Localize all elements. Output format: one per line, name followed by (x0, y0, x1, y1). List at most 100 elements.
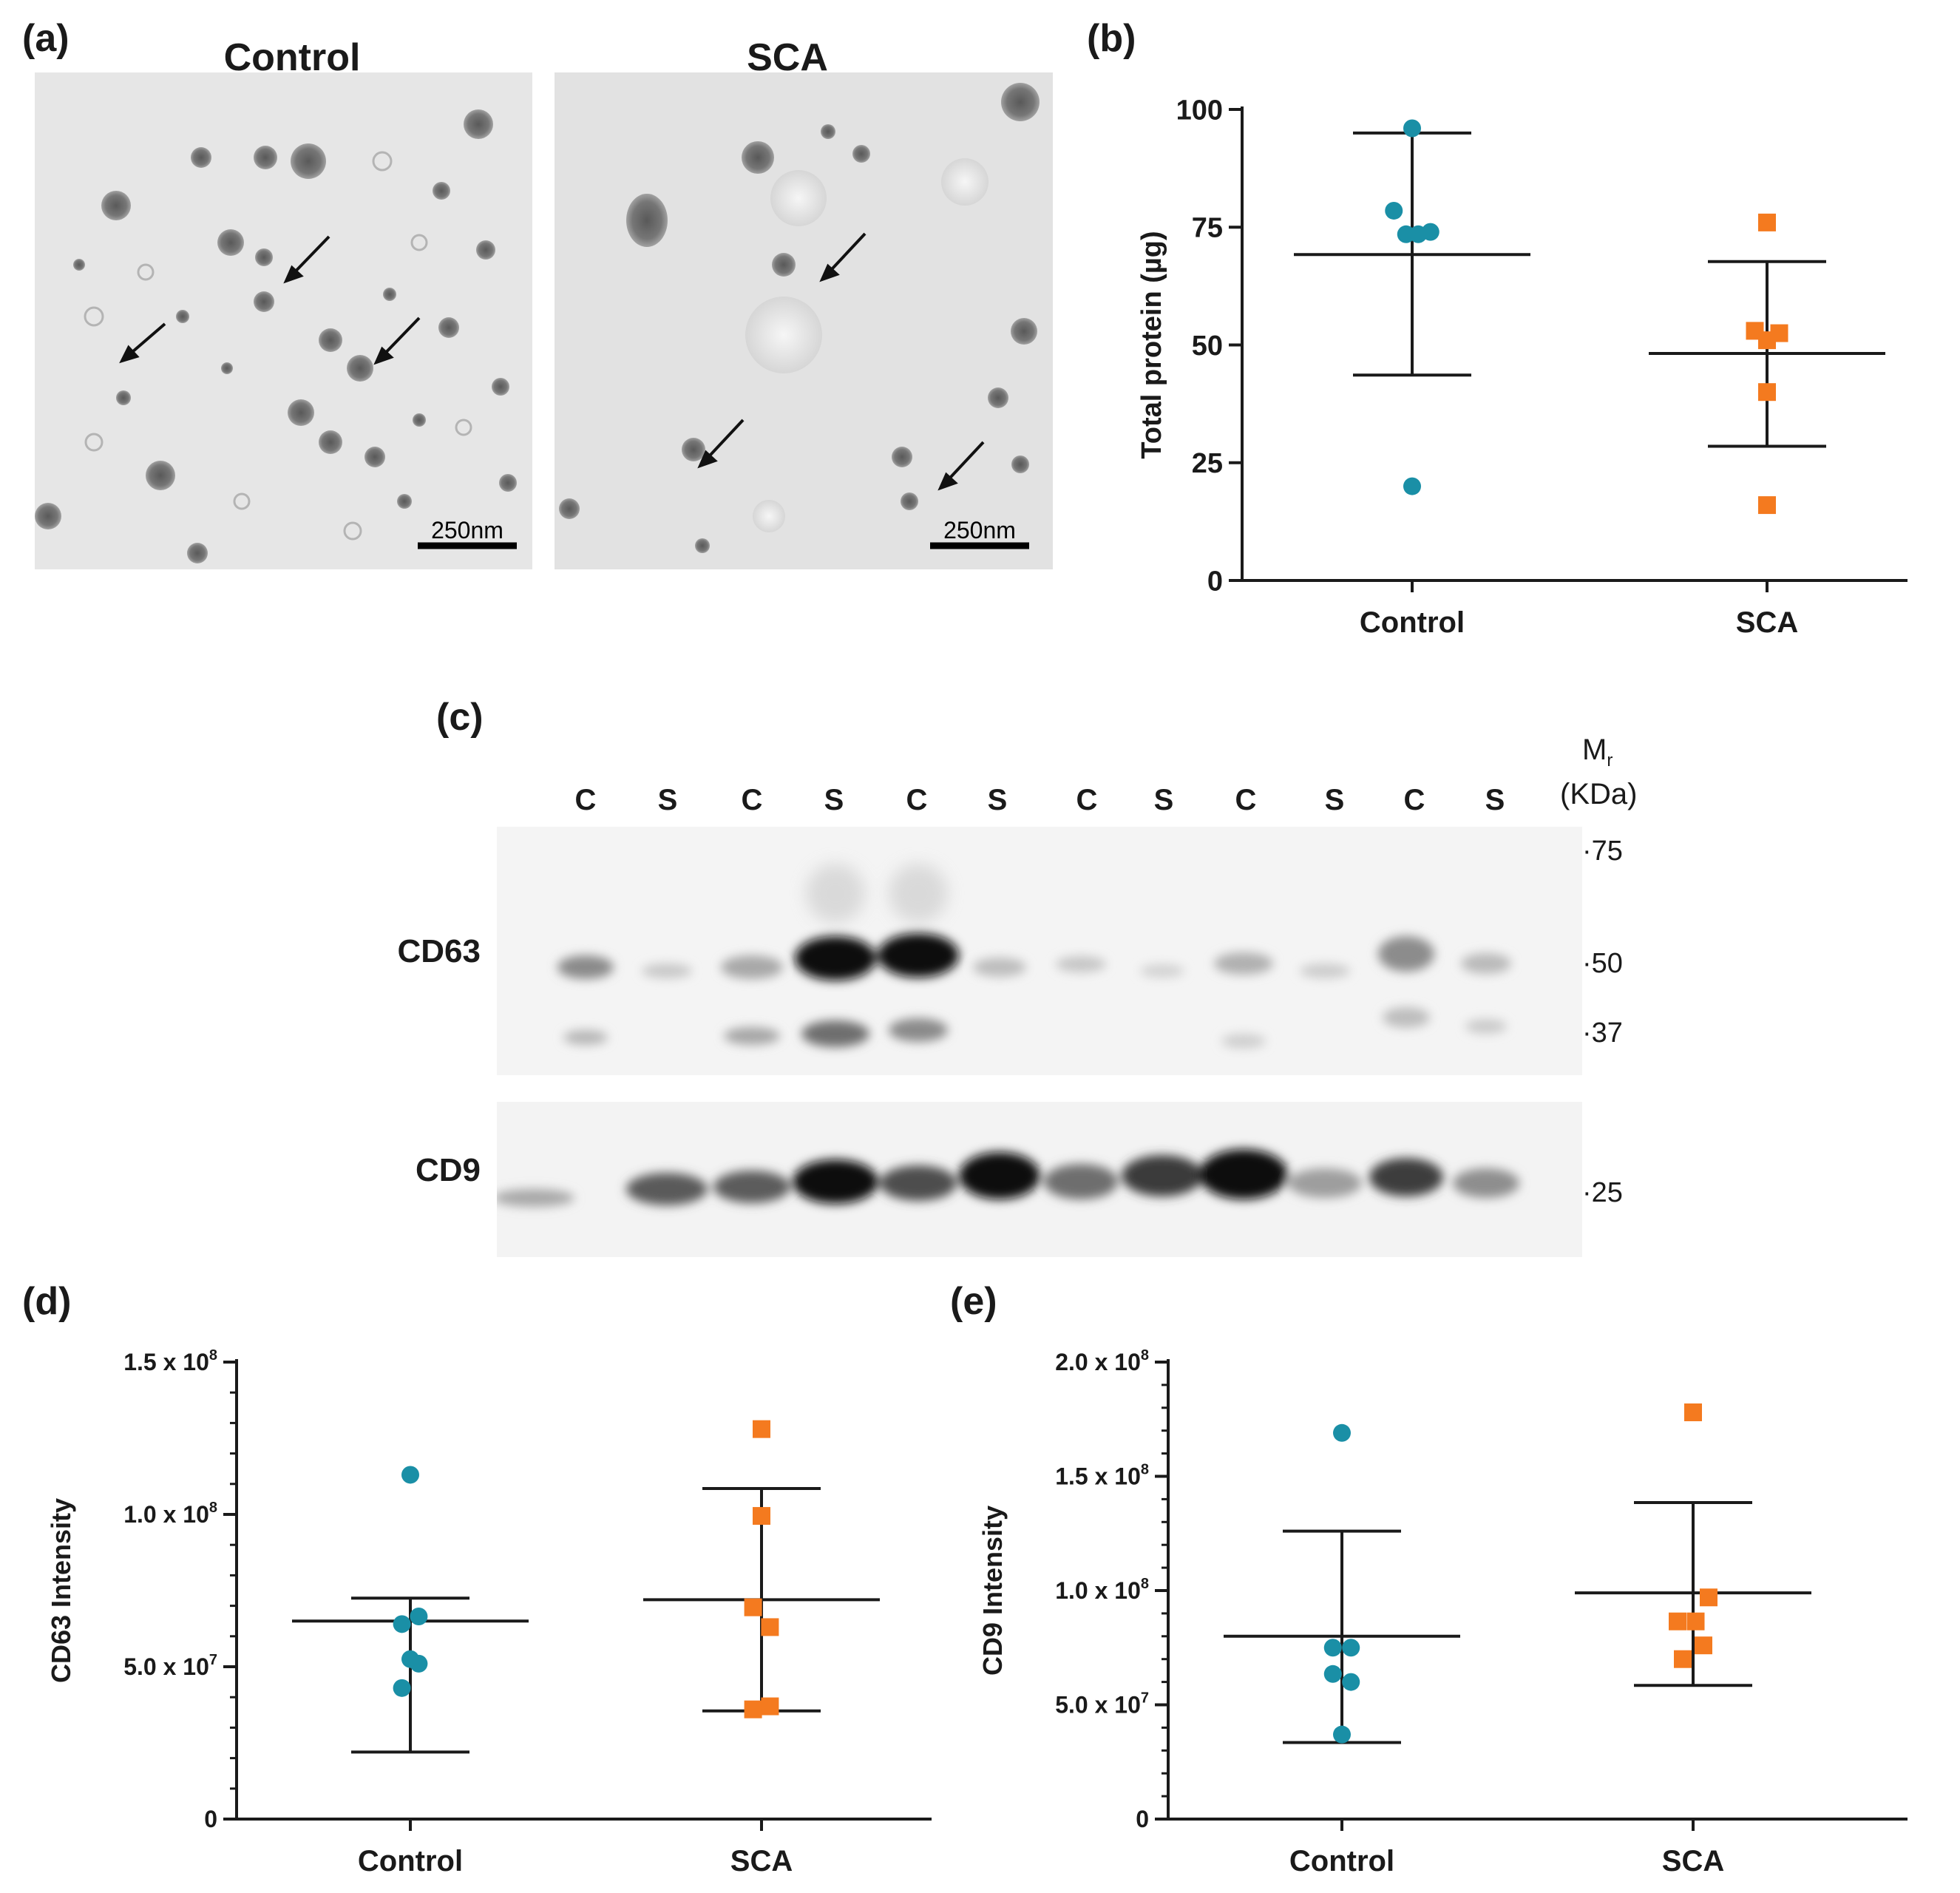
data-point-control (1397, 225, 1415, 243)
bright-vesicles (745, 158, 989, 532)
em-title-sca: SCA (747, 36, 828, 79)
y-tick-exponent: 7 (1141, 1690, 1149, 1706)
data-point-control (393, 1679, 411, 1697)
y-tick-label: 100 (1176, 95, 1223, 126)
y-tick-label: 5.0 x 107 (1055, 1690, 1149, 1718)
panel-c-letter: (c) (436, 696, 484, 739)
data-point-sca (1758, 383, 1776, 402)
y-tick-exponent: 7 (209, 1652, 217, 1668)
y-tick-label: 50 (1192, 331, 1223, 362)
cd63-bands (557, 933, 1511, 1049)
scale-bar-label: 250nm (943, 517, 1016, 543)
light-vesicles (84, 151, 472, 541)
marker-50: ·50 (1582, 948, 1623, 979)
x-tick-label: Control (1360, 606, 1465, 639)
lane-label: S (1485, 784, 1505, 816)
data-point-control (1342, 1639, 1360, 1657)
y-tick-label: 0 (204, 1806, 217, 1832)
lane-label: C (741, 784, 763, 816)
arrows (697, 232, 985, 491)
data-point-sca (1684, 1403, 1702, 1421)
y-tick-exponent: 8 (1141, 1576, 1149, 1592)
lane-label: C (1235, 784, 1257, 816)
data-point-sca (1758, 496, 1776, 515)
data-point-control (1421, 223, 1440, 241)
y-tick-label: 1.5 x 108 (123, 1347, 217, 1375)
data-point-sca (1695, 1636, 1712, 1655)
data-point-sca (761, 1618, 779, 1636)
data-point-control (1323, 1639, 1342, 1657)
lane-label: C (906, 784, 928, 816)
y-tick-label: 25 (1192, 448, 1223, 479)
panel-a-letter: (a) (22, 17, 69, 60)
blot-label-cd9: CD9 (415, 1152, 481, 1188)
data-point-control (1342, 1673, 1360, 1691)
data-point-control (1403, 119, 1421, 138)
data-point-sca (1686, 1612, 1705, 1630)
panel-d-letter: (d) (22, 1280, 72, 1323)
lane-label: C (1076, 784, 1098, 816)
marker-25: ·25 (1582, 1177, 1623, 1208)
data-point-sca (753, 1507, 770, 1525)
chart-cd63-intensity: 0 5.0 x 107 1.0 x 108 1.5 x 108 CD63 Intensi… (46, 1347, 932, 1877)
y-tick-label: 0 (1136, 1806, 1149, 1832)
data-point-control (410, 1608, 428, 1626)
lane-label: S (824, 784, 844, 816)
data-point-control (401, 1466, 419, 1484)
data-point-sca (1758, 213, 1776, 231)
y-axis-label: CD63 Intensity (46, 1498, 76, 1683)
em-image-control-canvas: 250nm (35, 72, 532, 569)
em-image-control: 250nm (35, 72, 532, 569)
em-image-sca-canvas: 250nm (555, 72, 1053, 569)
lane-labels: C S C S C S C S C S C S (0, 784, 1960, 828)
data-point-control (1385, 201, 1403, 220)
em-image-sca: 250nm (555, 72, 1053, 569)
data-point-sca (1674, 1650, 1692, 1668)
panel-b-letter: (b) (1087, 17, 1136, 60)
y-tick-label: 1.0 x 108 (123, 1500, 217, 1528)
lane-label: S (1153, 784, 1174, 816)
scale-bar-label: 250nm (431, 517, 503, 543)
arrows (119, 235, 421, 365)
lane-label: S (987, 784, 1008, 816)
panel-e-letter: (e) (950, 1280, 997, 1323)
y-tick-label: 1.0 x 108 (1055, 1576, 1149, 1604)
y-tick-exponent: 8 (1141, 1461, 1149, 1477)
blot-label-cd63: CD63 (397, 933, 481, 969)
lane-label: S (1324, 784, 1345, 816)
mr-letter: M (1582, 734, 1607, 766)
data-point-control (1403, 477, 1421, 495)
lane-label: S (657, 784, 678, 816)
marker-37: ·37 (1582, 1017, 1623, 1049)
y-tick-label: 2.0 x 108 (1055, 1347, 1149, 1375)
mr-unit-label: (KDa) (1560, 778, 1638, 810)
data-point-sca (744, 1700, 762, 1718)
y-tick-exponent: 8 (209, 1347, 217, 1364)
marker-75: ·75 (1582, 836, 1623, 867)
y-tick-exponent: 8 (209, 1500, 217, 1516)
data-point-control (1333, 1725, 1351, 1744)
x-tick-label: SCA (1662, 1845, 1724, 1877)
data-point-sca (753, 1420, 770, 1438)
data-point-control (1323, 1665, 1342, 1683)
vesicles (559, 83, 1040, 553)
x-tick-label: SCA (730, 1845, 793, 1877)
chart-total-protein: 0 25 50 75 100 Total protein (µg) Control SCA (1136, 95, 1908, 639)
cd9-bands (497, 1149, 1519, 1207)
blot-cd9 (497, 1102, 1582, 1257)
lane-label: C (1403, 784, 1425, 816)
y-tick-label: 1.5 x 108 (1055, 1461, 1149, 1489)
y-tick-label: 5.0 x 107 (123, 1652, 217, 1680)
blot-cd63 (497, 827, 1582, 1075)
data-point-control (393, 1615, 411, 1633)
x-tick-label: Control (358, 1845, 463, 1877)
x-tick-label: Control (1289, 1845, 1394, 1877)
data-point-sca (761, 1697, 779, 1716)
y-tick-label: 0 (1207, 566, 1223, 597)
y-tick-exponent: 8 (1141, 1347, 1149, 1364)
lane-label: C (574, 784, 597, 816)
data-point-sca (744, 1598, 762, 1616)
vesicles (35, 109, 517, 563)
y-axis-label: CD9 Intensity (977, 1506, 1008, 1676)
chart-cd9-intensity: 0 5.0 x 107 1.0 x 108 1.5 x 108 2.0 x 108 CD9… (977, 1347, 1908, 1877)
